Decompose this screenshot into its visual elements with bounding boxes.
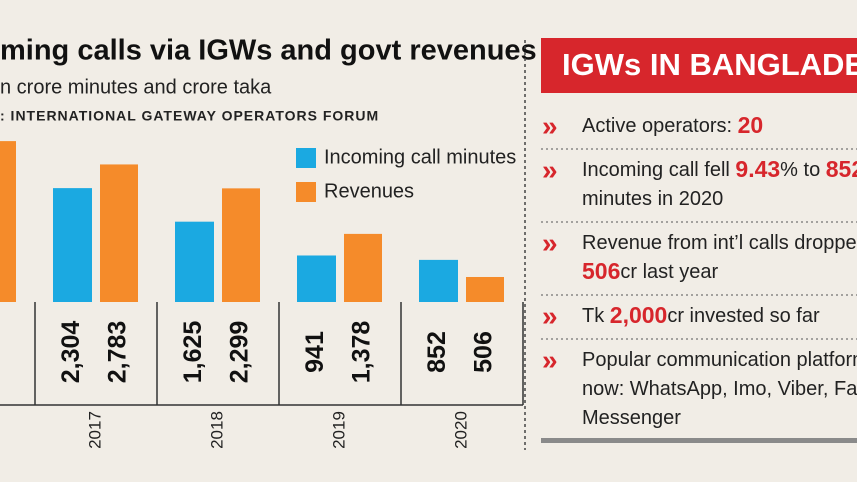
legend-label: Revenues	[324, 180, 414, 202]
item-highlight: 506	[582, 258, 620, 284]
bar	[100, 164, 138, 302]
x-tick-label: 2018	[207, 411, 226, 449]
value-label: 1,625	[179, 321, 207, 384]
bar	[175, 221, 214, 302]
value-label: 2,304	[57, 321, 85, 384]
bar	[0, 141, 16, 302]
item-line: Active operators: 20	[582, 112, 763, 138]
legend-label: Incoming call minutes	[324, 146, 516, 168]
item-line: minutes in 2020	[582, 188, 723, 210]
bullet-chevron: »	[542, 344, 558, 375]
item-text: Incoming call fell	[582, 159, 735, 181]
item-text: Popular communication platforms	[582, 349, 857, 371]
x-tick-label: 2019	[329, 411, 348, 449]
item-text: minutes in 2020	[582, 188, 723, 210]
item-text: Revenue from int’l calls dropped t	[582, 232, 857, 254]
item-text: cr invested so far	[667, 305, 820, 327]
panel-bottom-rule	[541, 438, 857, 443]
item-line: 506cr last year	[582, 258, 719, 284]
bullet-chevron: »	[542, 300, 558, 331]
chart-source: : INTERNATIONAL GATEWAY OPERATORS FORUM	[0, 108, 379, 124]
value-label: 941	[301, 331, 329, 373]
bar	[466, 276, 504, 302]
panel-banner	[541, 38, 857, 93]
value-label: 506	[470, 331, 498, 373]
bullet-chevron: »	[542, 110, 558, 141]
chart-subtitle: n crore minutes and crore taka	[0, 76, 272, 98]
x-tick-label: 2020	[451, 411, 470, 449]
value-label: 2,299	[226, 321, 254, 384]
item-highlight: 852	[826, 156, 857, 182]
item-highlight: 2,000	[610, 302, 668, 328]
legend-swatch	[296, 182, 316, 202]
chart-title: ming calls via IGWs and govt revenues	[0, 35, 537, 67]
bullet-chevron: »	[542, 227, 558, 258]
bar	[419, 259, 458, 302]
value-label: 1,378	[348, 321, 376, 384]
item-line: Messenger	[582, 407, 681, 429]
item-text: Messenger	[582, 407, 681, 429]
item-text: Tk	[582, 305, 610, 327]
bullet-chevron: »	[542, 154, 558, 185]
value-label: 2,783	[104, 321, 132, 384]
bar	[344, 233, 382, 302]
item-line: Tk 2,000cr invested so far	[582, 302, 820, 328]
item-highlight: 20	[738, 112, 764, 138]
item-text: % to	[780, 159, 826, 181]
bar	[297, 255, 336, 302]
item-text: cr last year	[620, 261, 718, 283]
item-line: Popular communication platforms	[582, 349, 857, 371]
bar	[53, 188, 92, 302]
legend-swatch	[296, 148, 316, 168]
item-text: Active operators:	[582, 115, 738, 137]
bar	[222, 188, 260, 302]
x-tick-label: 2017	[85, 411, 104, 449]
item-line: Revenue from int’l calls dropped t	[582, 232, 857, 254]
item-highlight: 9.43	[735, 156, 780, 182]
value-label: 852	[423, 331, 451, 373]
item-line: now: WhatsApp, Imo, Viber, Facebo	[582, 378, 857, 400]
item-text: now: WhatsApp, Imo, Viber, Facebo	[582, 378, 857, 400]
panel-title: IGWs IN BANGLADE	[562, 47, 857, 82]
item-line: Incoming call fell 9.43% to 852	[582, 156, 857, 182]
